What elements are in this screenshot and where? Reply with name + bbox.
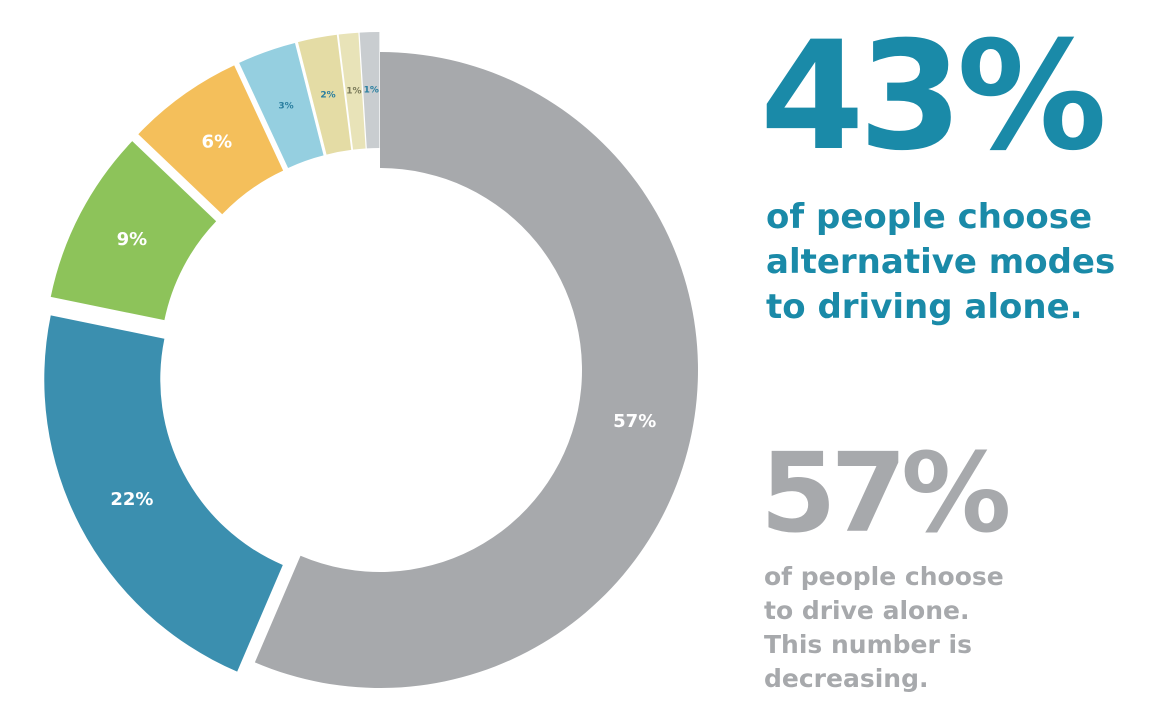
drive-alone-caption: of people choose to drive alone. This nu… — [764, 562, 1004, 693]
donut-slice-label-6: 1% — [346, 87, 361, 97]
donut-slice-label-0: 57% — [613, 411, 656, 432]
donut-slice-0 — [254, 52, 699, 688]
donut-slice-3 — [138, 65, 284, 215]
donut-slice-4 — [239, 42, 324, 169]
donut-slice-label-1: 22% — [110, 489, 153, 510]
donut-slice-label-4: 3% — [278, 102, 293, 112]
donut-chart: 57% 22% 9% 6% 3% 2% 1% 1% — [44, 32, 699, 688]
alternative-modes-percent: 43% — [760, 10, 1107, 184]
donut-slice-label-3: 6% — [202, 131, 233, 152]
drive-alone-percent: 57% — [760, 429, 1011, 557]
alternative-modes-caption: of people choose alternative modes to dr… — [766, 197, 1116, 327]
donut-slice-label-2: 9% — [117, 229, 148, 250]
donut-slice-label-5: 2% — [320, 90, 335, 100]
donut-slice-2 — [50, 141, 217, 321]
donut-slice-7 — [359, 32, 380, 149]
donut-slice-5 — [297, 34, 352, 155]
donut-slice-1 — [44, 315, 283, 672]
donut-slice-6 — [338, 32, 366, 150]
donut-slice-label-7: 1% — [364, 86, 379, 96]
